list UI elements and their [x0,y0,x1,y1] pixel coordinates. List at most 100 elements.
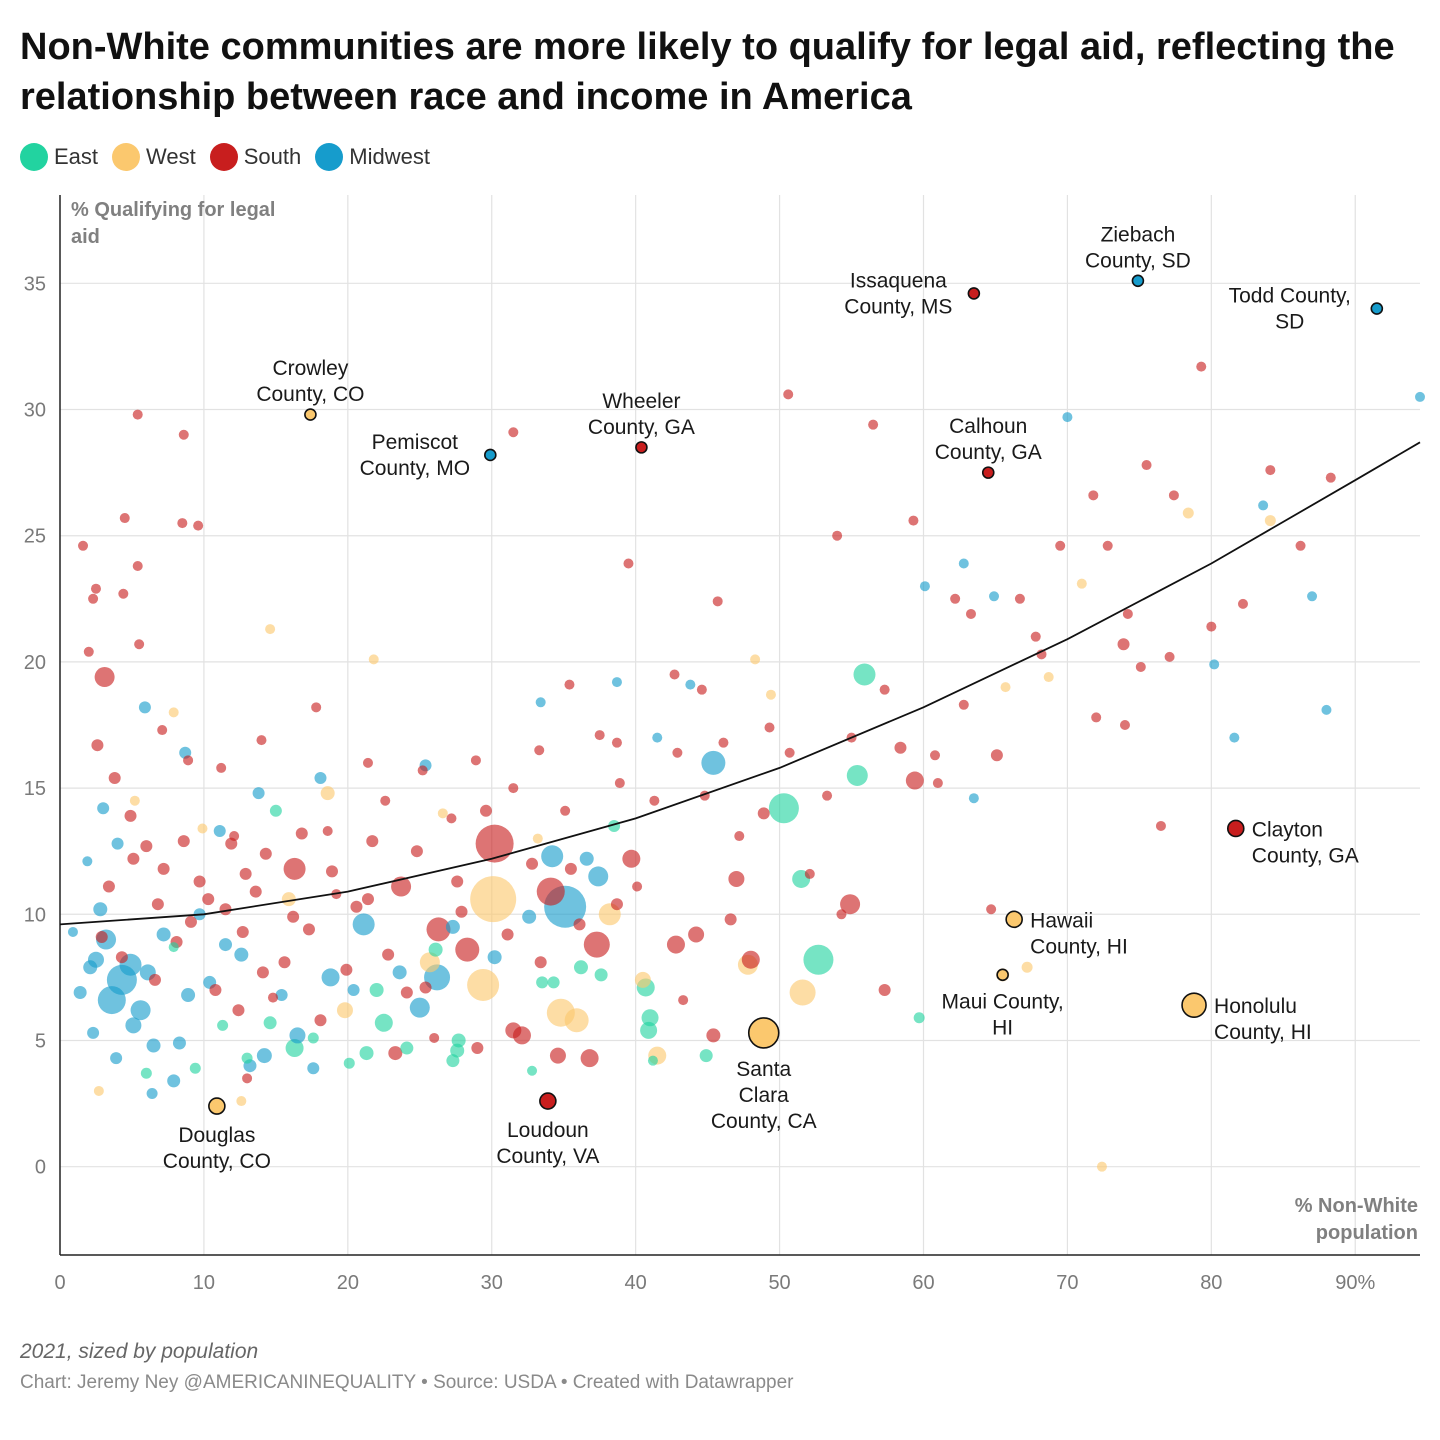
annotated-point [1226,819,1245,838]
point-west [197,823,208,834]
point-midwest [307,1062,320,1075]
point-midwest [352,913,375,936]
point-east [263,1016,277,1030]
legend-swatch-west [112,143,141,171]
point-west [437,808,448,819]
point-south [119,513,130,524]
point-south [326,865,338,878]
point-south [688,926,705,943]
point-midwest [919,581,930,592]
point-south [157,862,170,875]
point-south [314,1014,327,1027]
point-east [803,944,834,975]
point-midwest [989,591,1000,602]
point-east [359,1046,374,1061]
point-midwest [347,984,360,996]
legend-swatch-east [20,143,48,171]
point-south [1265,465,1276,476]
point-west [419,952,440,973]
point-east [640,1021,658,1039]
point-south [536,877,565,906]
point-south [666,935,685,954]
point-midwest [409,997,430,1018]
point-south [209,984,222,996]
point-south [451,875,464,888]
point-midwest [1062,412,1073,423]
point-east [140,1067,152,1079]
point-south [429,1032,440,1043]
point-midwest [97,986,126,1015]
annotation-labels: Crowley County, CO Pemiscot County, MO Wheel… [163,223,1359,1173]
legend-item-east: East [20,143,98,171]
point-south [118,588,129,599]
chart-credit: Chart: Jeremy Ney @AMERICANINEQUALITY • … [20,1372,794,1393]
x-tick-label: 0 [54,1272,65,1294]
annotated-point [304,408,317,421]
point-south [382,948,395,961]
annotation-label: Honolulu County, HI [1214,995,1312,1044]
point-south [560,805,571,816]
point-south [1030,631,1041,642]
point-midwest [701,750,726,775]
point-south [804,868,815,879]
point-south [965,608,976,619]
chart-title: Non-White communities are more likely to… [20,26,1395,118]
point-south [108,772,121,784]
point-west [265,624,276,635]
point-south [140,840,153,853]
legend-item-midwest: Midwest [315,143,430,171]
scatter-chart: 0 10 20 30 40 50 60 70 80 90% 0 5 10 15 20 25 30 35 % Qual… [24,195,1425,1294]
point-east [428,942,443,957]
point-south [1237,598,1248,609]
point-south [283,857,306,880]
point-west [281,892,296,907]
point-south [132,561,143,571]
point-midwest [93,902,108,917]
point-south [549,1047,566,1064]
point-south [1168,490,1179,501]
y-tick-label: 25 [24,526,46,548]
annotation-label: Hawaii County, HI [1030,909,1128,958]
point-south [508,427,519,438]
point-south [1122,608,1133,619]
point-south [95,931,108,943]
x-tick-label: 90% [1335,1272,1375,1294]
point-south [734,831,745,842]
point-south [311,702,322,713]
point-south [236,925,249,938]
x-tick-label: 70 [1056,1272,1078,1294]
point-south [249,885,262,898]
point-south [718,737,729,748]
annotation-label: Ziebach County, SD [1085,223,1191,272]
point-midwest [275,989,288,1002]
point-east [369,983,384,997]
point-east [189,1062,201,1074]
point-west [336,1002,353,1019]
point-south [672,747,683,758]
point-south [115,951,128,964]
annotation-label: Douglas County, CO [163,1124,271,1173]
point-west [1096,1161,1107,1172]
annotated-point [1005,910,1023,929]
point-midwest [219,938,233,952]
point-south [564,862,577,875]
point-south [380,795,391,806]
point-south [362,757,373,768]
point-south [1117,638,1130,651]
point-south [1014,593,1025,604]
point-midwest [110,1052,123,1065]
point-south [840,894,861,915]
annotated-point [484,448,497,462]
point-south [193,520,204,531]
point-south [295,827,308,840]
footer: 2021, sized by population Chart: Jeremy … [20,1340,794,1394]
annotation-label: Issaquena County, MS [844,269,952,318]
point-south [580,1049,599,1068]
x-tick-label: 40 [625,1272,647,1294]
point-midwest [445,919,460,934]
point-south [757,807,770,820]
point-south [124,809,137,822]
point-south [1091,712,1102,723]
point-midwest [83,960,98,975]
point-south [764,722,775,733]
